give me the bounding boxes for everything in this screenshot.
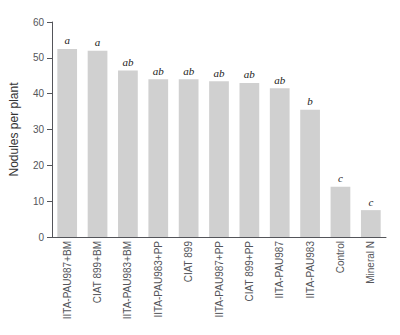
svg-text:c: c — [368, 196, 373, 208]
svg-text:b: b — [307, 95, 313, 107]
svg-text:ab: ab — [122, 56, 134, 68]
svg-text:ab: ab — [274, 74, 286, 86]
svg-text:50: 50 — [33, 52, 45, 63]
svg-text:ab: ab — [214, 67, 226, 79]
svg-text:IITA-PAU987: IITA-PAU987 — [274, 241, 285, 299]
svg-text:a: a — [95, 36, 101, 48]
svg-text:Mineral N: Mineral N — [365, 241, 376, 284]
svg-text:60: 60 — [33, 17, 45, 28]
svg-text:Nodules per plant: Nodules per plant — [7, 82, 21, 177]
svg-text:CIAT 899+PP: CIAT 899+PP — [244, 241, 255, 302]
svg-text:30: 30 — [33, 124, 45, 135]
svg-text:IITA-PAU983+BM: IITA-PAU983+BM — [122, 241, 133, 319]
svg-text:IITA-PAU987+PP: IITA-PAU987+PP — [214, 241, 225, 318]
svg-text:Control: Control — [335, 241, 346, 273]
svg-text:0: 0 — [38, 232, 44, 243]
svg-text:CIAT 899: CIAT 899 — [183, 241, 194, 283]
svg-text:CIAT 899+BM: CIAT 899+BM — [92, 241, 103, 303]
svg-text:ab: ab — [183, 65, 195, 77]
svg-text:IITA-PAU987+BM: IITA-PAU987+BM — [62, 241, 73, 319]
svg-text:a: a — [64, 34, 70, 46]
svg-text:IITA-PAU983+PP: IITA-PAU983+PP — [153, 241, 164, 318]
svg-text:IITA-PAU983: IITA-PAU983 — [305, 241, 316, 299]
svg-text:10: 10 — [33, 196, 45, 207]
svg-text:ab: ab — [244, 68, 256, 80]
svg-text:ab: ab — [153, 65, 165, 77]
svg-text:20: 20 — [33, 160, 45, 171]
svg-text:c: c — [338, 172, 343, 184]
svg-text:40: 40 — [33, 88, 45, 99]
